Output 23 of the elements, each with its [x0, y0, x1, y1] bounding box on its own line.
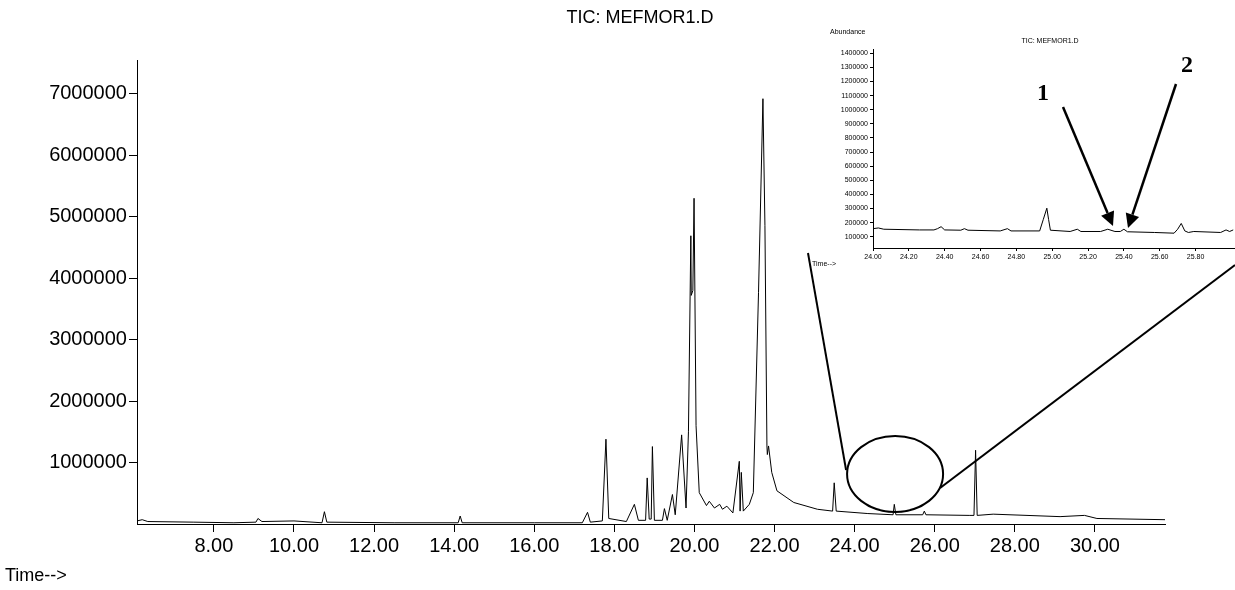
y-tick-label: 2000000 [49, 388, 127, 411]
x-tick-label: 24.00 [829, 533, 880, 556]
annotation: 2 [1181, 51, 1193, 78]
x-tick-label: 16.00 [509, 533, 560, 556]
x-tick-label: 12.00 [349, 533, 400, 556]
y-tick-label: 5000000 [49, 204, 127, 227]
y-tick-label: 1000000 [49, 450, 127, 473]
x-tick-label: 20.00 [669, 533, 720, 556]
x-tick-label: 30.00 [1069, 533, 1120, 556]
x-tick-label: 8.00 [194, 533, 234, 556]
y-tick-label: 3000000 [49, 327, 127, 350]
x-tick-label: 28.00 [989, 533, 1040, 556]
x-tick-label: 26.00 [909, 533, 960, 556]
x-tick-label: 22.00 [749, 533, 800, 556]
y-tick-label: 4000000 [49, 265, 127, 288]
x-axis-title: Time--> [5, 564, 67, 585]
x-tick-label: 10.00 [268, 533, 320, 556]
x-tick-label: 18.00 [589, 533, 640, 556]
y-tick-label: 7000000 [49, 81, 127, 104]
annotation: 1 [1037, 79, 1049, 106]
chart-title: TIC: MEFMOR1.D [566, 6, 714, 27]
x-tick-label: 14.00 [429, 533, 480, 556]
y-tick-label: 6000000 [49, 142, 127, 165]
